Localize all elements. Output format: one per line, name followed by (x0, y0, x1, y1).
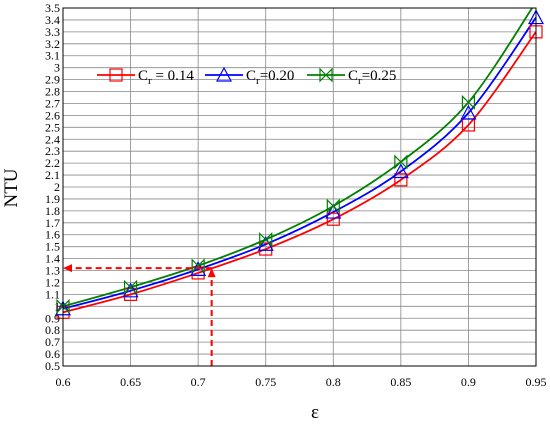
axis-ticks: 0.6 0.65 0.7 0.75 0.8 0.85 0.9 0.950.50.60.70.8… (45, 1, 547, 389)
y-tick-label: 1.9 (45, 192, 60, 206)
y-tick-label: 0.8 (45, 323, 60, 337)
y-tick-label: 2 (54, 180, 60, 194)
y-tick-label: 2.3 (45, 144, 60, 158)
data-point-marker (394, 154, 408, 170)
series-line-2 (63, 17, 536, 310)
y-tick-label: 3.4 (45, 13, 60, 27)
y-tick-label: 1.4 (45, 252, 60, 266)
y-tick-label: 2.8 (45, 85, 60, 99)
y-axis-title: NTU (1, 168, 22, 207)
data-point-marker (460, 104, 477, 120)
x-tick-label: 0.7 (191, 375, 206, 389)
y-tick-label: 0.6 (45, 347, 60, 361)
y-tick-label: 1.8 (45, 204, 60, 218)
y-tick-label: 1.3 (45, 264, 60, 278)
data-point-marker (461, 94, 476, 110)
legend-label: Cr=0.25 (348, 68, 396, 87)
legend-marker (215, 66, 233, 82)
y-tick-label: 1.5 (45, 240, 60, 254)
y-tick-label: 2.1 (45, 168, 60, 182)
y-tick-label: 1.1 (45, 287, 60, 301)
plot-frame (62, 7, 537, 367)
y-tick-label: 3 (54, 61, 60, 75)
data-point-marker (325, 203, 342, 219)
x-tick-label: 0.6 (56, 375, 71, 389)
y-tick-label: 3.3 (45, 25, 60, 39)
read-off-annotation (63, 264, 216, 366)
y-tick-label: 3.5 (45, 1, 60, 15)
legend-marker (319, 67, 333, 83)
y-tick-label: 1.7 (45, 216, 60, 230)
y-tick-label: 2.6 (45, 108, 60, 122)
y-tick-label: 1.2 (45, 275, 60, 289)
legend-label: Cr = 0.14 (138, 68, 194, 87)
x-tick-label: 0.8 (326, 375, 341, 389)
data-point-marker (326, 212, 340, 226)
y-tick-label: 1 (54, 299, 60, 313)
y-tick-label: 0.9 (45, 311, 60, 325)
data-point-marker (259, 232, 273, 247)
arrow-head-left (63, 264, 72, 273)
y-tick-label: 2.4 (45, 132, 60, 146)
data-point-marker (56, 298, 70, 314)
y-tick-label: 3.1 (45, 49, 60, 63)
x-axis-title: ε (311, 402, 319, 423)
data-point-marker (326, 198, 340, 214)
data-point-marker (394, 173, 408, 187)
grid-lines (63, 8, 536, 366)
y-tick-label: 3.2 (45, 37, 60, 51)
data-point-marker (392, 163, 409, 179)
x-tick-label: 0.65 (120, 375, 141, 389)
y-tick-label: 2.9 (45, 73, 60, 87)
y-tick-label: 2.2 (45, 156, 60, 170)
y-tick-label: 0.5 (45, 359, 60, 373)
legend-label: Cr=0.20 (246, 68, 294, 87)
x-tick-label: 0.9 (461, 375, 476, 389)
y-tick-label: 2.7 (45, 96, 60, 110)
y-tick-label: 2.5 (45, 120, 60, 134)
x-tick-label: 0.85 (390, 375, 411, 389)
data-point-marker (123, 279, 138, 295)
legend: Cr = 0.14 Cr=0.20 Cr=0.25 (97, 66, 396, 87)
y-tick-label: 0.7 (45, 335, 60, 349)
x-tick-label: 0.75 (255, 375, 276, 389)
legend-marker (109, 68, 123, 82)
series-line-1 (63, 31, 536, 314)
series-markers (54, 9, 545, 319)
x-tick-label: 0.95 (526, 375, 547, 389)
arrow-head-up (207, 268, 216, 278)
y-tick-label: 1.6 (45, 228, 60, 242)
dashed-guide-line (69, 267, 213, 366)
